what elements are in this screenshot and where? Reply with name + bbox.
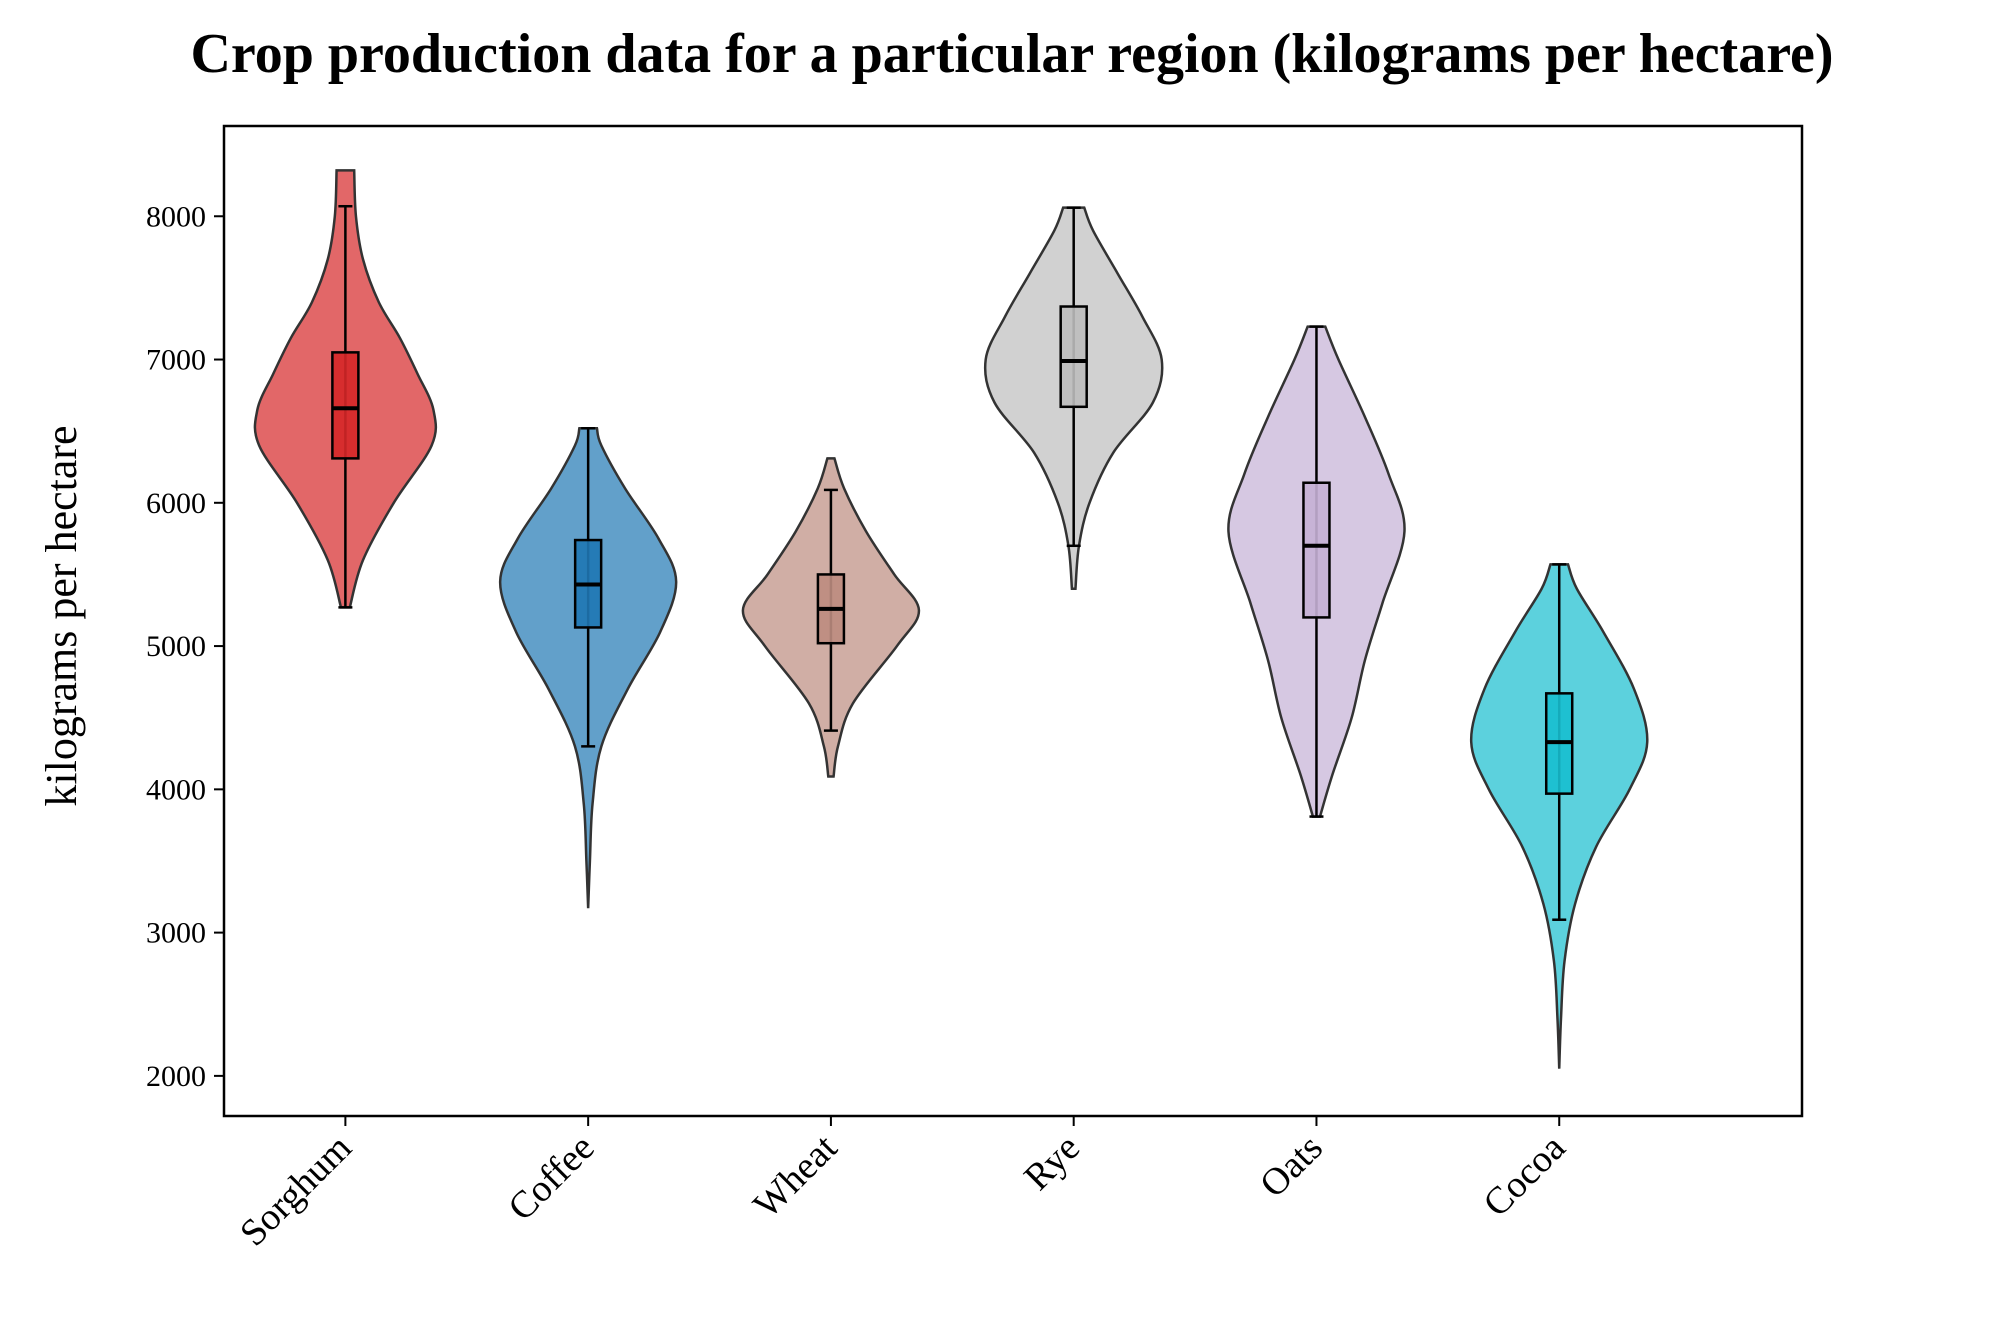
iqr-box xyxy=(1302,481,1331,619)
x-tick-label: Sorghum xyxy=(232,1127,360,1255)
y-tick-label: 7000 xyxy=(146,344,206,377)
x-tick-label: Coffee xyxy=(500,1127,602,1229)
iqr-box xyxy=(331,351,360,460)
y-axis-ticks: 2000 3000 4000 5000 6000 7000 8000 xyxy=(146,200,224,1093)
iqr-box xyxy=(1059,305,1088,409)
chart-title: Crop production data for a particular re… xyxy=(190,23,1833,85)
y-axis-label: kilograms per hectare xyxy=(37,425,86,806)
y-tick-label: 8000 xyxy=(146,200,206,233)
x-tick-label: Rye xyxy=(1016,1127,1088,1199)
x-tick-label: Wheat xyxy=(745,1126,845,1226)
x-axis-ticks: Sorghum Coffee Wheat Rye Oats Cocoa xyxy=(232,1116,1574,1254)
x-tick-label: Cocoa xyxy=(1475,1127,1573,1225)
y-tick-label: 5000 xyxy=(146,630,206,663)
y-tick-label: 4000 xyxy=(146,773,206,806)
violins xyxy=(253,169,1649,1069)
x-tick-label: Oats xyxy=(1252,1127,1331,1206)
y-tick-label: 6000 xyxy=(146,487,206,520)
plot-frame xyxy=(222,124,1804,1118)
y-tick-label: 3000 xyxy=(146,917,206,950)
y-tick-label: 2000 xyxy=(146,1060,206,1093)
